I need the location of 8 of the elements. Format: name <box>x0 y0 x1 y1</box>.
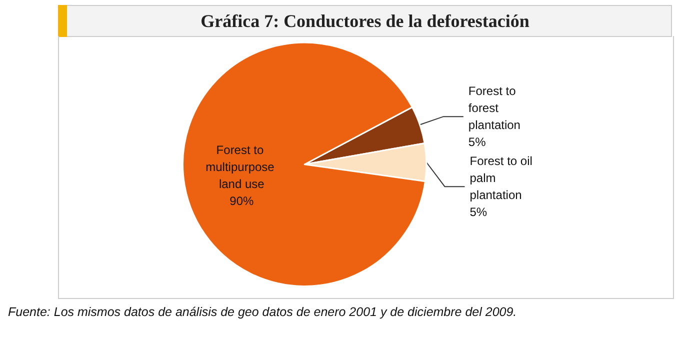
source-note: Fuente: Los mismos datos de análisis de geo datos de enero 2001 y de diciembre del 2009. <box>8 304 518 321</box>
slice-label: Forest to oil palm plantation <box>470 154 536 202</box>
data-label: 5% <box>470 205 488 220</box>
slice-label: Forest to multipurpose land use <box>206 142 278 191</box>
data-label: 90% <box>230 194 254 208</box>
slice-label: Forest to forest plantation <box>468 84 520 132</box>
data-label: 5% <box>468 135 486 150</box>
chart-title: Gráfica 7: Conductores de la deforestación <box>58 5 672 37</box>
